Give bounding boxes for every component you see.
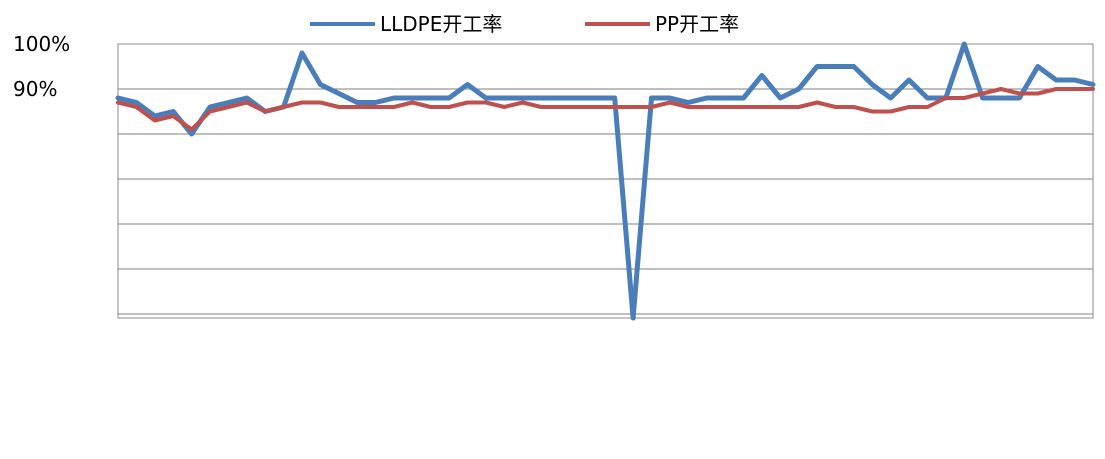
- y-axis: 100% 90%: [13, 32, 70, 101]
- series-line-lldpe: [115, 41, 1096, 321]
- y-tick-label: 90%: [13, 77, 57, 101]
- series-line-pp: [116, 87, 1095, 132]
- legend-label: LLDPE开工率: [380, 12, 502, 36]
- legend-label: PP开工率: [655, 12, 739, 36]
- gridlines: [117, 43, 1094, 319]
- plot-frame: [117, 43, 1094, 319]
- plot-area: [115, 41, 1096, 321]
- y-tick-label: 100%: [13, 32, 70, 56]
- legend: LLDPE开工率 PP开工率: [310, 12, 739, 36]
